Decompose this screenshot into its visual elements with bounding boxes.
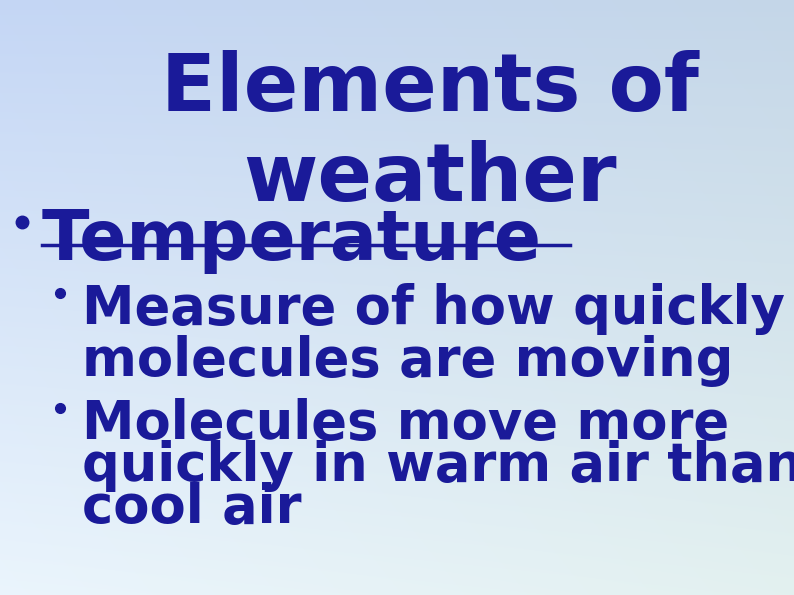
Text: Molecules move more: Molecules move more	[82, 398, 729, 450]
Text: Elements of: Elements of	[161, 50, 699, 128]
Text: Measure of how quickly air: Measure of how quickly air	[82, 283, 794, 335]
Text: molecules are moving: molecules are moving	[82, 335, 734, 387]
Text: Temperature: Temperature	[42, 207, 542, 274]
Text: weather: weather	[243, 140, 617, 218]
Text: cool air: cool air	[82, 482, 302, 534]
Text: quickly in warm air than in: quickly in warm air than in	[82, 440, 794, 492]
